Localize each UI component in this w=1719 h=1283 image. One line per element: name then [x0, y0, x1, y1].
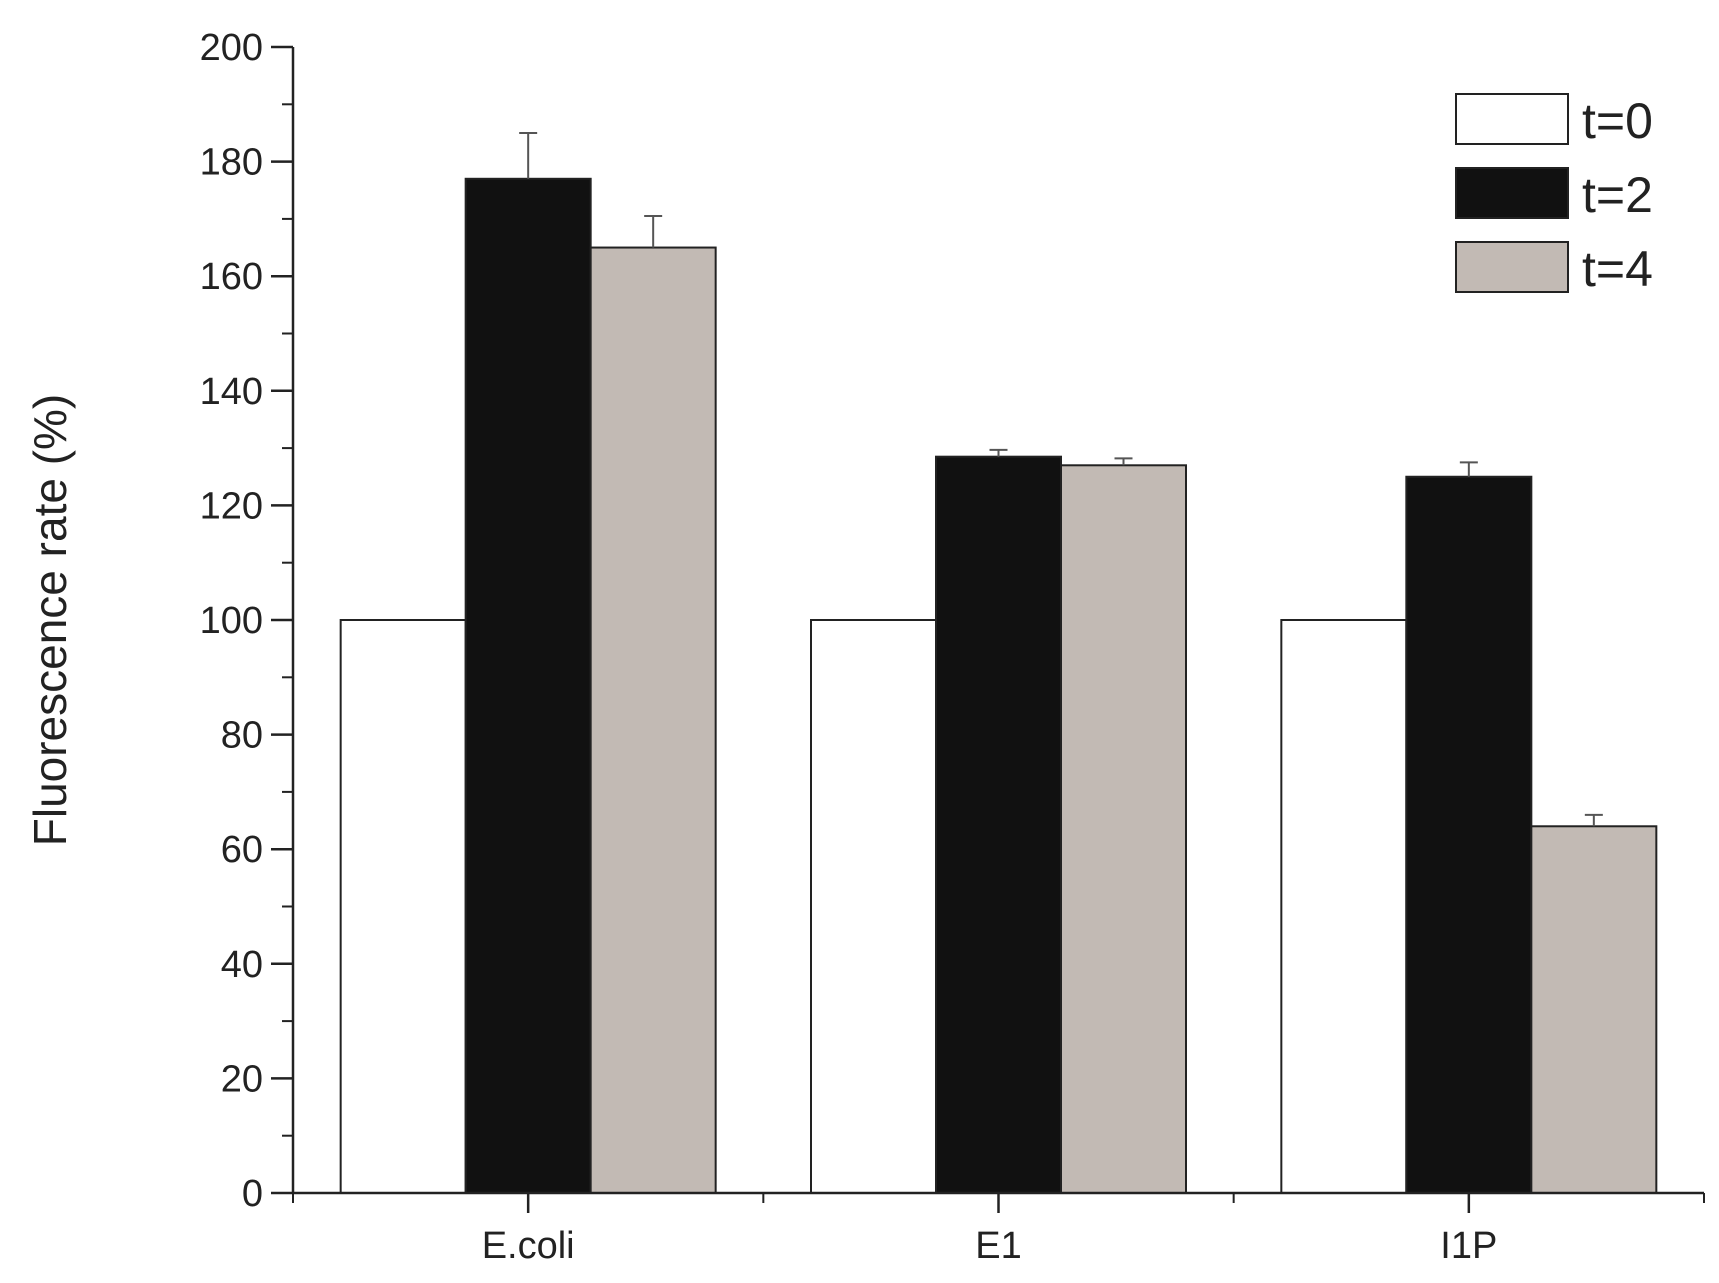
legend-label: t=4 — [1582, 241, 1653, 297]
y-tick-label: 0 — [242, 1173, 263, 1215]
x-tick-label: I1P — [1440, 1225, 1497, 1267]
bar-t4-i1p — [1530, 825, 1658, 1195]
x-ticks-layer: E.coli E1 I1P — [292, 1193, 1705, 1267]
y-tick-label: 100 — [200, 600, 263, 642]
y-tick-label: 200 — [200, 27, 263, 69]
x-tick-label: E1 — [975, 1225, 1021, 1267]
bar-t0-i1p — [1280, 619, 1408, 1194]
y-tick-label: 180 — [200, 142, 263, 184]
bar-t2-ecoli — [464, 177, 592, 1195]
y-tick-label: 160 — [200, 256, 263, 298]
legend-swatch — [1455, 241, 1569, 293]
bar-t4-e1 — [1060, 464, 1187, 1195]
y-axis-title: Fluorescence rate (%) — [24, 394, 76, 847]
legend-label: t=2 — [1582, 167, 1653, 223]
bar-t2-i1p — [1405, 475, 1533, 1194]
bar-t0-ecoli — [339, 619, 467, 1194]
y-tick-label: 40 — [221, 944, 263, 986]
legend-label: t=0 — [1582, 93, 1653, 149]
y-ticks-layer: 0 20 40 60 80 100 120 140 160 180 200 — [200, 27, 293, 1215]
bars-layer — [339, 177, 1658, 1195]
error-bars-layer — [519, 131, 1603, 827]
bar-t4-ecoli — [589, 246, 717, 1195]
bar-t2-e1 — [935, 455, 1062, 1194]
legend-swatch — [1455, 93, 1569, 145]
y-tick-label: 20 — [221, 1058, 263, 1100]
x-tick-label: E.coli — [482, 1225, 575, 1267]
y-tick-label: 80 — [221, 715, 263, 757]
legend: t=0 t=2 t=4 — [1455, 93, 1653, 297]
y-tick-label: 120 — [200, 485, 263, 527]
y-tick-label: 140 — [200, 371, 263, 413]
y-tick-label: 60 — [221, 829, 263, 871]
legend-swatch — [1455, 167, 1569, 219]
bar-t0-e1 — [810, 619, 937, 1194]
